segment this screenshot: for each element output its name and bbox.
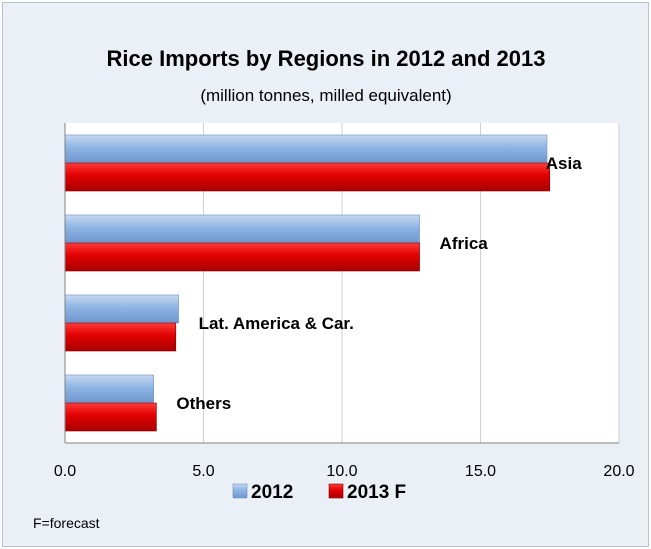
chart-svg: Rice Imports by Regions in 2012 and 2013…	[33, 46, 635, 531]
bar-2013-0	[64, 162, 551, 192]
category-label: Africa	[440, 234, 489, 253]
forecast-note: F=forecast	[33, 515, 100, 531]
chart-title: Rice Imports by Regions in 2012 and 2013	[107, 46, 546, 71]
legend-label: 2012	[251, 482, 293, 503]
bar-2013-3	[64, 402, 157, 432]
bar-2012-1	[64, 214, 420, 244]
category-label: Others	[176, 394, 231, 413]
x-tick-label: 15.0	[465, 463, 496, 480]
legend-swatch	[232, 483, 248, 499]
bar-2012-2	[64, 294, 179, 324]
x-tick-label: 5.0	[192, 463, 214, 480]
category-label: Asia	[546, 154, 582, 173]
x-tick-label: 0.0	[54, 463, 76, 480]
x-axis-ticks: 0.0 5.0 10.0 15.0 20.0	[54, 463, 635, 480]
legend-swatch	[328, 483, 344, 499]
x-tick-label: 10.0	[326, 463, 357, 480]
bar-2012-3	[64, 374, 154, 404]
chart-subtitle: (million tonnes, milled equivalent)	[200, 86, 451, 105]
legend-label: 2013 F	[347, 482, 406, 503]
bar-2013-1	[64, 242, 420, 272]
bars	[64, 134, 551, 432]
category-labels: Asia Africa Lat. America & Car. Others	[176, 154, 582, 413]
bar-2012-0	[64, 134, 548, 164]
category-label: Lat. America & Car.	[199, 314, 354, 333]
bar-2013-2	[64, 322, 177, 352]
x-tick-label: 20.0	[603, 463, 634, 480]
legend: 2012 2013 F	[232, 482, 406, 503]
